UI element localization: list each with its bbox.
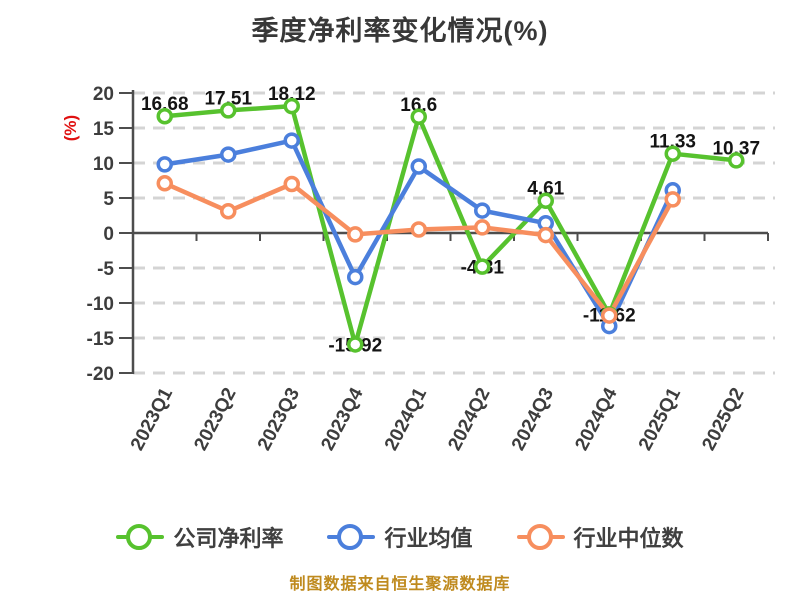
data-point[interactable] bbox=[220, 203, 237, 220]
data-label: 16.6 bbox=[400, 95, 437, 116]
data-point[interactable] bbox=[664, 145, 681, 162]
data-label: 10.37 bbox=[712, 138, 760, 159]
data-point[interactable] bbox=[474, 219, 491, 236]
y-tick-labels: 20 15 10 5 0 -5 -10 -15 -20 bbox=[87, 84, 115, 385]
x-tick-label: 2023Q2 bbox=[190, 384, 240, 454]
data-label: 4.61 bbox=[527, 179, 564, 200]
x-tick-labels: 2023Q1 2023Q2 2023Q3 2023Q4 2024Q1 2024Q2 2024… bbox=[127, 384, 749, 454]
x-tick-label: 2024Q3 bbox=[508, 384, 558, 454]
x-tick-label: 2024Q1 bbox=[381, 384, 431, 454]
y-tick-label: 15 bbox=[93, 119, 115, 140]
data-point[interactable] bbox=[220, 146, 237, 163]
data-point[interactable] bbox=[537, 226, 554, 244]
data-source-note: 制图数据来自恒生聚源数据库 bbox=[289, 576, 511, 593]
data-point[interactable] bbox=[410, 108, 427, 126]
y-tick-label: 0 bbox=[103, 224, 114, 245]
data-labels: 16.6817.5118.12-15.9216.6-4.814.61-11.62… bbox=[141, 84, 760, 356]
data-point[interactable] bbox=[347, 336, 364, 353]
series-points-2 bbox=[156, 175, 681, 324]
y-tick-label: -10 bbox=[87, 294, 114, 315]
legend-item-industry-average[interactable]: 行业均值 bbox=[327, 521, 473, 553]
y-tick-label: 20 bbox=[93, 84, 114, 105]
data-point[interactable] bbox=[156, 156, 173, 173]
y-tick-label: -15 bbox=[87, 329, 115, 350]
data-point[interactable] bbox=[283, 132, 300, 149]
data-point[interactable] bbox=[347, 226, 364, 243]
legend-marker-orange-icon bbox=[516, 523, 565, 551]
data-point[interactable] bbox=[410, 221, 427, 238]
data-point[interactable] bbox=[283, 97, 300, 115]
data-point[interactable] bbox=[347, 268, 364, 286]
x-tick-label: 2025Q1 bbox=[635, 384, 685, 454]
legend-label-industry-median: 行业中位数 bbox=[573, 526, 684, 551]
data-point[interactable] bbox=[283, 175, 300, 193]
chart-legend: 公司净利率 行业均值 行业中位数 bbox=[0, 521, 800, 553]
y-tick-label: 5 bbox=[103, 189, 114, 210]
data-point[interactable] bbox=[156, 175, 173, 192]
legend-label-company-net-margin: 公司净利率 bbox=[173, 526, 284, 551]
legend-item-industry-median[interactable]: 行业中位数 bbox=[516, 521, 684, 553]
data-point[interactable] bbox=[474, 202, 491, 219]
data-point[interactable] bbox=[601, 307, 618, 324]
x-tick-label: 2023Q3 bbox=[254, 384, 304, 454]
data-label: 18.12 bbox=[268, 84, 316, 105]
legend-label-industry-average: 行业均值 bbox=[384, 526, 473, 551]
series-line-0[interactable] bbox=[162, 103, 739, 347]
data-label: 16.68 bbox=[141, 94, 189, 115]
legend-marker-blue-icon bbox=[327, 523, 376, 551]
data-point[interactable] bbox=[220, 102, 237, 119]
data-point[interactable] bbox=[410, 158, 427, 175]
y-tick-label: -20 bbox=[87, 364, 114, 385]
x-tick-label: 2024Q2 bbox=[444, 384, 494, 454]
x-tick-label: 2024Q4 bbox=[571, 384, 621, 454]
data-point[interactable] bbox=[156, 107, 173, 125]
data-label: 11.33 bbox=[650, 132, 697, 153]
x-tick-label: 2023Q1 bbox=[127, 384, 177, 454]
data-point[interactable] bbox=[474, 258, 491, 275]
y-tick-label: 10 bbox=[93, 154, 114, 175]
legend-marker-green-icon bbox=[116, 523, 165, 551]
data-point[interactable] bbox=[728, 152, 745, 169]
data-point[interactable] bbox=[664, 191, 681, 208]
data-point[interactable] bbox=[537, 192, 554, 209]
x-tick-label: 2023Q4 bbox=[317, 384, 367, 454]
y-axis-unit-label: (%) bbox=[61, 115, 80, 141]
x-tick-label: 2025Q2 bbox=[698, 384, 748, 454]
legend-item-company-net-margin[interactable]: 公司净利率 bbox=[116, 521, 283, 553]
data-label: 17.51 bbox=[204, 88, 252, 109]
chart-title: 季度净利率变化情况(%) bbox=[251, 16, 549, 46]
y-tick-label: -5 bbox=[97, 259, 114, 280]
